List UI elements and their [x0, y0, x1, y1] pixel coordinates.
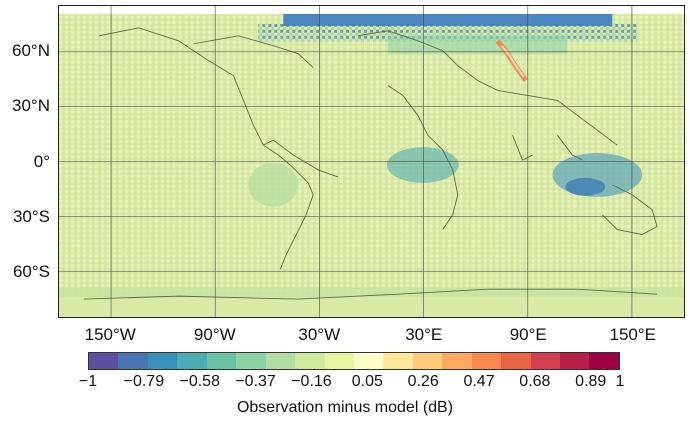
- lon-label-150w: 150°W: [84, 325, 136, 344]
- antarctic-land: [59, 297, 684, 317]
- lat-label-30s: 30°S: [12, 206, 50, 226]
- colorbar-tick-label: −0.37: [235, 373, 276, 390]
- lon-label-90w: 90°W: [193, 325, 236, 344]
- africa-negative: [386, 147, 459, 183]
- colorbar-tick-label: 0.68: [519, 373, 551, 390]
- indonesia-core: [565, 177, 606, 196]
- colorbar: [88, 352, 620, 370]
- arctic-band-dark: [283, 13, 613, 26]
- colorbar-tick-label: −0.79: [123, 373, 165, 390]
- colorbar-swatch: [560, 353, 590, 369]
- graticule: [59, 6, 684, 317]
- colorbar-tick-label: 0.89: [575, 373, 607, 390]
- lat-label-60s: 60°S: [12, 261, 50, 281]
- colorbar-tick-label: 0.05: [351, 373, 383, 390]
- arctic-band-light: [387, 35, 568, 54]
- lon-label-30w: 30°W: [298, 325, 341, 344]
- lat-label-30n: 30°N: [12, 96, 50, 116]
- colorbar-swatch: [353, 353, 384, 369]
- colorbar-swatch: [147, 353, 178, 369]
- colorbar-swatch: [118, 353, 148, 369]
- colorbar-swatch: [501, 353, 531, 369]
- colorbar-swatch: [265, 353, 296, 369]
- colorbar-swatch: [412, 353, 443, 369]
- colorbar-swatch: [206, 353, 237, 369]
- colorbar-tick-label: −1: [78, 373, 98, 390]
- lat-label-60n: 60°N: [12, 41, 50, 61]
- colorbar-tick-label: −0.16: [291, 373, 332, 390]
- amazon-mixed: [248, 162, 299, 207]
- colorbar-tick-label: 0.47: [463, 373, 495, 390]
- lon-label-150e: 150°E: [609, 325, 657, 344]
- colorbar-swatch: [89, 353, 119, 369]
- colorbar-swatch: [471, 353, 502, 369]
- colorbar-swatch: [295, 353, 325, 369]
- map-panel: [58, 5, 685, 318]
- lon-label-90e: 90°E: [509, 325, 547, 344]
- colorbar-tick-label: 0.26: [407, 373, 439, 390]
- colorbar-tick-label: 1: [615, 373, 625, 390]
- lat-label-equator: 0°: [33, 151, 50, 171]
- no-data-strip: [59, 6, 684, 14]
- siberia-streak-light: [500, 45, 525, 78]
- world-map: [59, 6, 684, 317]
- colorbar-title: Observation minus model (dB): [236, 399, 454, 416]
- lon-label-30e: 30°E: [405, 325, 443, 344]
- colorbar-tick-label: −0.58: [179, 373, 220, 390]
- colorbar-swatch: [324, 353, 354, 369]
- colorbar-swatch: [442, 353, 472, 369]
- coastlines: [83, 27, 658, 300]
- colorbar-swatch: [383, 353, 413, 369]
- colorbar-swatch: [589, 353, 619, 369]
- colorbar-swatch: [530, 353, 560, 369]
- colorbar-swatch: [236, 353, 266, 369]
- colorbar-swatch: [177, 353, 207, 369]
